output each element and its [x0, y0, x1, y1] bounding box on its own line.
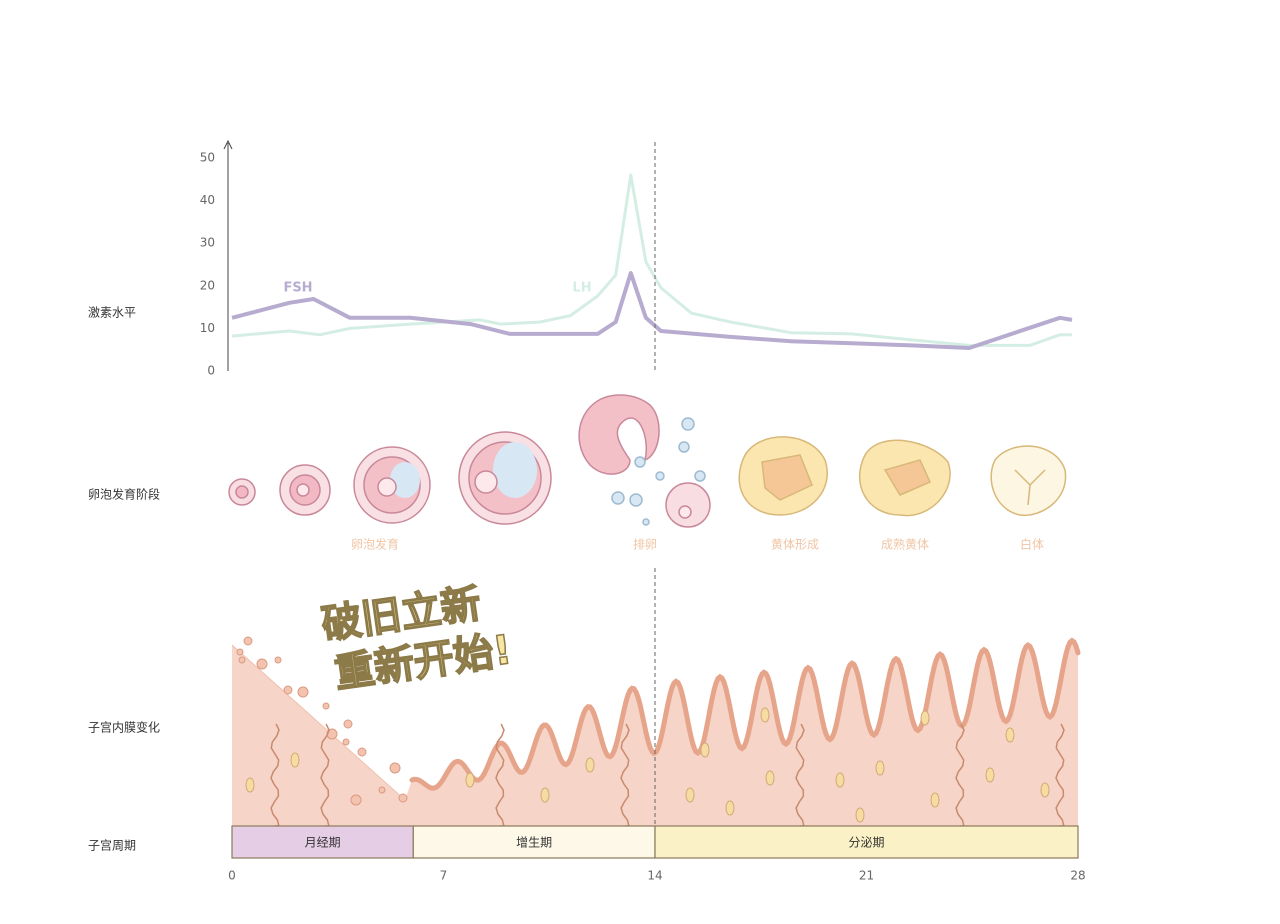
row-label: 激素水平 [88, 306, 136, 320]
stage-label: 黄体形成 [771, 538, 819, 552]
cell [985, 767, 995, 783]
shed-cell [378, 786, 386, 794]
cell [585, 757, 595, 773]
x-tick-label: 0 [228, 869, 236, 883]
y-tick-label: 20 [200, 278, 215, 292]
endometrium-edge [231, 644, 406, 801]
cell [465, 772, 475, 788]
cell [875, 760, 885, 776]
phase-label: 分泌期 [848, 836, 884, 850]
y-tick-label: 40 [200, 193, 215, 207]
shed-cell [389, 762, 401, 774]
cell [920, 710, 930, 726]
phase-bar [654, 825, 1079, 859]
shed-cell [283, 685, 293, 695]
endometrium [231, 636, 1081, 827]
cell [700, 742, 710, 758]
gland [955, 723, 965, 827]
shed-cell [256, 658, 268, 670]
gland [620, 723, 630, 827]
phase-bar [412, 825, 656, 859]
endometrium-surface [409, 637, 1081, 791]
shed-cell [297, 686, 309, 698]
gland [270, 723, 280, 827]
cell [835, 772, 845, 788]
stage-label: 白体 [1020, 537, 1044, 552]
y-axis-arrow [223, 139, 233, 150]
y-tick-label: 30 [200, 236, 215, 250]
shed-cell [342, 738, 350, 746]
series-line [231, 173, 1072, 347]
shed-cell [322, 702, 330, 710]
shed-cell [274, 656, 282, 664]
cell [1040, 782, 1050, 798]
shed-cell [398, 793, 408, 803]
cell [930, 792, 940, 808]
series-line [231, 271, 1073, 350]
shed-cell [238, 656, 246, 664]
row-label: 子宫周期 [88, 838, 136, 853]
shed-cell [350, 794, 362, 806]
gland [320, 723, 330, 827]
x-tick-label: 7 [440, 869, 448, 883]
cell [760, 707, 770, 723]
cell [245, 777, 255, 793]
series-label: LH [572, 281, 591, 296]
x-tick-label: 14 [647, 869, 662, 883]
y-tick-label: 50 [200, 151, 215, 165]
stage-label: 卵泡发育 [351, 537, 399, 552]
y-tick-label: 10 [200, 321, 215, 335]
stage-label: 成熟黄体 [881, 537, 929, 552]
shed-cell [243, 636, 253, 646]
x-tick-label: 28 [1070, 869, 1085, 883]
gland [795, 723, 805, 827]
cell [725, 800, 735, 816]
cell [1005, 727, 1015, 743]
cell [855, 807, 865, 823]
shed-cell [236, 648, 244, 656]
row-label: 子宫内膜变化 [88, 720, 160, 735]
phase-label: 增生期 [516, 836, 552, 850]
x-tick-label: 21 [859, 869, 874, 883]
series-label: FSH [283, 281, 312, 296]
phase-bar [231, 825, 414, 859]
gland [495, 723, 505, 827]
shed-cell [357, 747, 367, 757]
shed-cell [343, 719, 353, 729]
cell [765, 770, 775, 786]
cell [685, 787, 695, 803]
y-tick-label: 0 [207, 364, 215, 378]
cell [540, 787, 550, 803]
follicle-illustrations [228, 394, 1067, 528]
cell [290, 752, 300, 768]
phase-label: 月经期 [305, 836, 341, 850]
stage-label: 排卵 [633, 538, 657, 552]
gland [1055, 723, 1065, 827]
row-label: 卵泡发育阶段 [88, 487, 160, 502]
slogan: 破旧立新 重新开始! [318, 580, 515, 698]
